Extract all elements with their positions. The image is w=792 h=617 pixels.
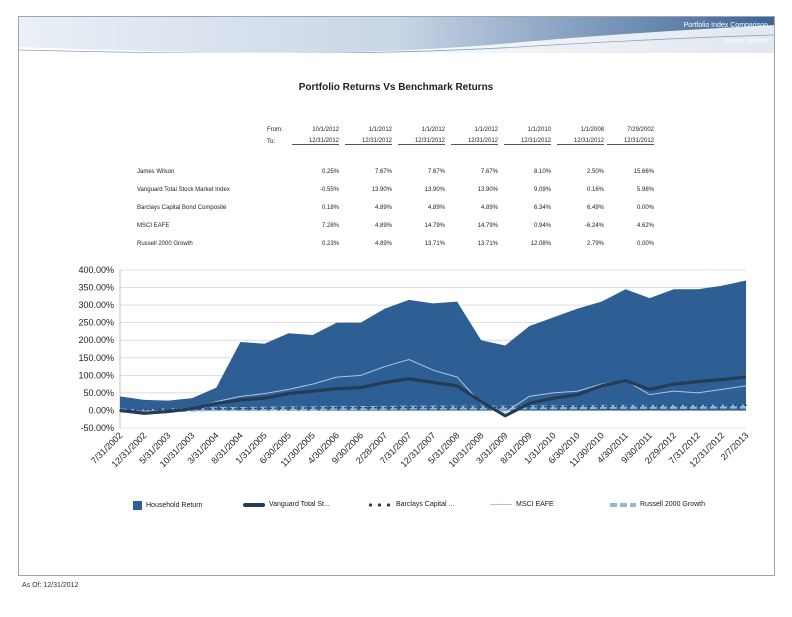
row-value: 13.90% — [345, 187, 392, 193]
row-value: 4.89% — [345, 223, 392, 229]
row-value: 12.08% — [504, 241, 551, 247]
period-to: 12/31/2012 — [345, 138, 392, 145]
period-to: 12/31/2012 — [557, 138, 604, 145]
legend-swatch — [243, 503, 265, 507]
legend-label: Vanguard Total St... — [269, 501, 330, 508]
from-label: From: — [267, 127, 283, 133]
row-value: 0.23% — [292, 241, 339, 247]
period-from: 1/1/2012 — [451, 127, 498, 133]
row-value: 4.89% — [451, 205, 498, 211]
row-name: Vanguard Total Stock Market Index — [137, 187, 230, 193]
row-value: 13.71% — [398, 241, 445, 247]
chart-legend: Household Return Vanguard Total St... Ba… — [0, 501, 792, 515]
legend-swatch — [366, 503, 392, 507]
legend-swatch — [490, 504, 512, 505]
legend-household: Household Return — [133, 501, 202, 510]
row-value: 4.89% — [398, 205, 445, 211]
row-value: 2.50% — [557, 169, 604, 175]
returns-table: From: To: 10/1/2012 12/31/2012 1/1/2012 … — [0, 0, 792, 260]
row-value: 9.09% — [504, 187, 551, 193]
row-value: 0.16% — [557, 187, 604, 193]
to-label: To: — [267, 139, 275, 145]
row-name: MSCI EAFE — [137, 223, 169, 229]
period-to: 12/31/2012 — [398, 138, 445, 145]
period-to: 12/31/2012 — [292, 138, 339, 145]
period-from: 1/1/2008 — [557, 127, 604, 133]
row-value: 7.67% — [345, 169, 392, 175]
legend-label: Barclays Capital ... — [396, 501, 454, 508]
period-to: 12/31/2012 — [451, 138, 498, 145]
row-value: -0.55% — [292, 187, 339, 193]
legend-msci: MSCI EAFE — [490, 501, 554, 508]
row-value: 0.94% — [504, 223, 551, 229]
row-value: 4.89% — [345, 205, 392, 211]
legend-label: Russell 2000 Growth — [640, 501, 705, 508]
row-value: 13.90% — [398, 187, 445, 193]
row-value: 6.49% — [557, 205, 604, 211]
legend-swatch — [133, 501, 142, 510]
row-value: 13.90% — [451, 187, 498, 193]
row-value: 0.00% — [607, 241, 654, 247]
row-value: 0.18% — [292, 205, 339, 211]
row-value: 15.66% — [607, 169, 654, 175]
as-of-date: As Of: 12/31/2012 — [22, 582, 78, 589]
row-value: 13.71% — [451, 241, 498, 247]
period-from: 1/1/2012 — [398, 127, 445, 133]
row-value: 6.34% — [504, 205, 551, 211]
legend-label: MSCI EAFE — [516, 501, 554, 508]
row-value: 7.67% — [451, 169, 498, 175]
period-from: 10/1/2012 — [292, 127, 339, 133]
row-value: 2.79% — [557, 241, 604, 247]
row-value: 0.25% — [292, 169, 339, 175]
row-name: James Wilson — [137, 169, 174, 175]
row-value: 8.10% — [504, 169, 551, 175]
row-value: 14.79% — [451, 223, 498, 229]
legend-vanguard: Vanguard Total St... — [243, 501, 330, 508]
legend-barclays: Barclays Capital ... — [366, 501, 454, 508]
period-from: 7/29/2002 — [607, 127, 654, 133]
legend-swatch — [610, 503, 636, 507]
row-value: 7.28% — [292, 223, 339, 229]
period-from: 1/1/2010 — [504, 127, 551, 133]
period-from: 1/1/2012 — [345, 127, 392, 133]
row-value: 4.62% — [607, 223, 654, 229]
legend-label: Household Return — [146, 502, 202, 509]
period-to: 12/31/2012 — [607, 138, 654, 145]
row-value: 4.89% — [345, 241, 392, 247]
period-to: 12/31/2012 — [504, 138, 551, 145]
row-value: 5.98% — [607, 187, 654, 193]
row-value: 0.00% — [607, 205, 654, 211]
row-name: Barclays Capital Bond Composite — [137, 205, 226, 211]
row-value: 7.67% — [398, 169, 445, 175]
legend-russell: Russell 2000 Growth — [610, 501, 705, 508]
row-name: Russell 2000 Growth — [137, 241, 193, 247]
row-value: 14.79% — [398, 223, 445, 229]
row-value: -6.24% — [557, 223, 604, 229]
